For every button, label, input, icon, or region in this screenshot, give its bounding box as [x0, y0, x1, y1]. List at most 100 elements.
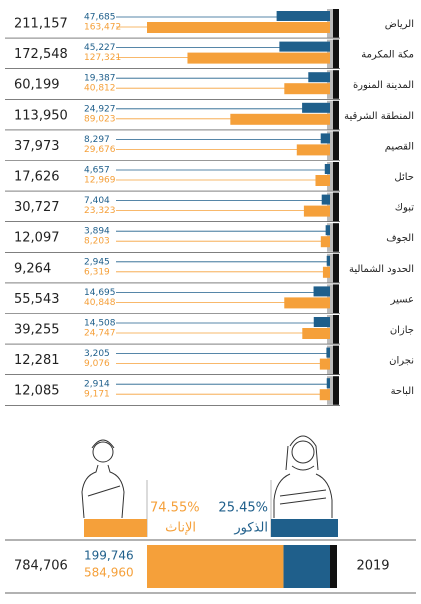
region-name: مكة المكرمة [361, 50, 414, 61]
region-name: الحدود الشمالية [349, 264, 414, 275]
female-total: 584,960 [84, 566, 134, 580]
region-total: 9,264 [14, 261, 51, 276]
value-label: 2,945 [84, 257, 110, 267]
bar [313, 317, 330, 327]
end-strip [333, 253, 339, 283]
female-share: 74.55% [150, 501, 200, 516]
region-total: 39,255 [14, 323, 60, 338]
bar [279, 41, 330, 52]
region-total: 55,543 [14, 292, 60, 307]
value-label: 9,076 [84, 359, 110, 369]
bar [302, 328, 330, 339]
end-strip [333, 284, 339, 313]
region-total: 12,097 [14, 231, 60, 246]
value-label: 29,676 [84, 145, 116, 155]
region-name: القصيم [385, 141, 414, 152]
year: 2019 [356, 559, 389, 574]
end-strip [333, 100, 339, 130]
value-label: 14,695 [84, 288, 116, 298]
bar [326, 378, 330, 389]
bar [230, 113, 330, 125]
value-label: 6,319 [84, 267, 110, 277]
female-total-bar [147, 545, 284, 588]
bar [324, 164, 330, 174]
end-strip [333, 192, 339, 222]
value-label: 2,914 [84, 380, 110, 390]
region-name: حائل [394, 172, 414, 183]
figures [81, 435, 333, 519]
value-label: 3,205 [84, 349, 110, 359]
region-total: 30,727 [14, 200, 60, 215]
end-strip [330, 545, 337, 588]
value-label: 163,472 [84, 23, 121, 33]
end-strip [333, 9, 339, 38]
bar [296, 144, 330, 156]
end-strip [333, 70, 339, 99]
woman-head [92, 441, 114, 463]
end-strip [333, 345, 339, 375]
bar [321, 194, 330, 205]
region-name: عسير [390, 294, 414, 305]
male-box [271, 519, 338, 537]
woman-body [81, 439, 125, 519]
value-label: 40,812 [84, 84, 116, 94]
male-total-bar [283, 545, 330, 588]
value-label: 7,404 [84, 196, 110, 206]
bar [326, 347, 330, 358]
bar [284, 83, 330, 95]
end-strip [333, 223, 339, 252]
region-total: 60,199 [14, 78, 60, 93]
region-name: الجوف [386, 233, 414, 244]
value-label: 12,969 [84, 176, 116, 186]
value-label: 3,894 [84, 227, 110, 237]
value-label: 8,203 [84, 237, 110, 247]
end-strip [333, 39, 339, 69]
region-name: الرياض [385, 19, 414, 30]
male-total: 199,746 [84, 549, 134, 563]
region-name: تبوك [395, 203, 414, 214]
man-body [273, 435, 333, 518]
value-label: 9,171 [84, 390, 110, 400]
region-total: 17,626 [14, 170, 60, 185]
bar [187, 52, 330, 64]
value-label: 127,321 [84, 53, 121, 63]
male-share: 25.45% [218, 501, 268, 516]
bar [320, 133, 330, 144]
female-label: الإناث [165, 521, 196, 536]
bar [315, 175, 330, 186]
male-label: الذكور [233, 521, 268, 536]
bar [276, 11, 330, 21]
value-label: 24,747 [84, 329, 116, 339]
man-head [291, 440, 315, 464]
region-name: المنطقة الشرقية [344, 111, 414, 122]
bar [147, 22, 330, 33]
value-label: 4,657 [84, 166, 110, 176]
bar [319, 358, 330, 370]
bar [303, 205, 330, 217]
bar [308, 72, 330, 83]
region-name: المدينة المنورة [353, 80, 414, 91]
bar [326, 255, 330, 266]
grand-total: 784,706 [14, 559, 68, 574]
region-total: 12,085 [14, 384, 60, 399]
region-total: 37,973 [14, 139, 60, 154]
end-strip [333, 131, 339, 160]
value-label: 14,508 [84, 319, 116, 329]
value-label: 23,323 [84, 206, 116, 216]
value-label: 40,848 [84, 298, 116, 308]
region-name: جازان [390, 325, 414, 336]
female-box [84, 519, 147, 537]
end-strip [333, 376, 339, 405]
bar [322, 266, 330, 278]
value-label: 45,227 [84, 43, 116, 53]
value-label: 24,927 [84, 104, 116, 114]
region-name: الباحة [391, 386, 414, 397]
bar [319, 389, 330, 401]
value-label: 89,023 [84, 114, 116, 124]
bar [313, 286, 330, 297]
bar [302, 102, 330, 113]
end-strip [333, 162, 339, 191]
region-total: 211,157 [14, 17, 68, 32]
value-label: 8,297 [84, 135, 110, 145]
